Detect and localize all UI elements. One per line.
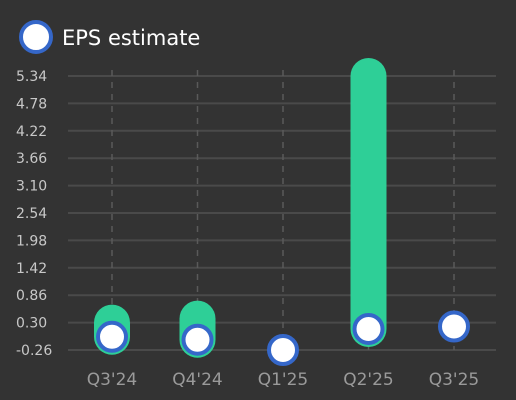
grid xyxy=(68,70,496,351)
y-tick-label: 4.78 xyxy=(16,96,47,112)
y-tick-label: 3.10 xyxy=(16,179,47,195)
bar-mark[interactable] xyxy=(350,58,387,347)
y-tick-label: 3.66 xyxy=(16,151,47,167)
y-axis-ticks: 5.34 4.78 4.22 3.66 3.10 2.54 1.98 1.42 0.86 0.30… xyxy=(16,69,52,359)
estimate-point[interactable] xyxy=(96,320,128,353)
y-tick-label: 1.42 xyxy=(16,261,47,277)
x-tick-label: Q2'25 xyxy=(343,370,394,390)
x-tick-label: Q4'24 xyxy=(172,370,223,390)
y-tick-label: -0.26 xyxy=(16,343,52,359)
estimate-series xyxy=(96,310,470,366)
y-tick-label: 0.30 xyxy=(16,316,47,332)
x-tick-label: Q3'24 xyxy=(87,370,138,390)
estimate-point[interactable] xyxy=(438,310,470,343)
estimate-point[interactable] xyxy=(267,334,299,366)
y-tick-label: 5.34 xyxy=(16,69,47,85)
y-tick-label: 0.86 xyxy=(16,288,47,304)
estimate-point[interactable] xyxy=(181,323,214,356)
x-tick-label: Q3'25 xyxy=(429,370,480,390)
legend[interactable]: EPS estimate xyxy=(19,20,200,54)
legend-marker-icon xyxy=(19,20,53,54)
x-tick-label: Q1'25 xyxy=(258,370,309,390)
y-tick-label: 4.22 xyxy=(16,124,47,140)
x-axis-ticks: Q3'24 Q4'24 Q1'25 Q2'25 Q3'25 xyxy=(87,370,480,390)
estimate-point[interactable] xyxy=(352,312,385,345)
y-tick-label: 1.98 xyxy=(16,233,47,249)
legend-label: EPS estimate xyxy=(62,26,200,50)
y-tick-label: 2.54 xyxy=(16,206,47,222)
